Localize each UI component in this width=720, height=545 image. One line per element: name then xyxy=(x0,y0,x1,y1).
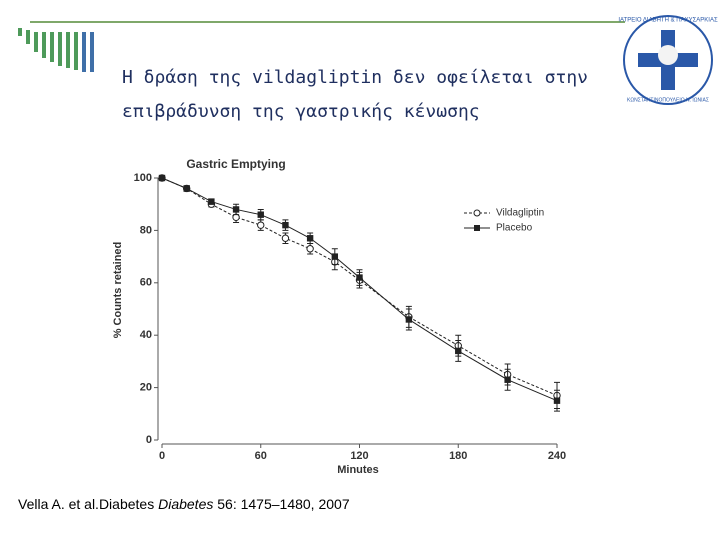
point xyxy=(455,347,462,355)
x-tick-label: 60 xyxy=(255,450,267,462)
citation-part: Vella A. et al.Diabetes xyxy=(18,496,158,512)
logo: ΙΑΤΡΕΙΟ ΔΙΑΒΗΤΗ & ΠΑΧΥΣΑΡΚΙΑΣ ΚΩΝΣΤΑΝΤΙΝ… xyxy=(618,15,718,105)
y-tick-label: 100 xyxy=(134,172,152,184)
point xyxy=(257,211,264,218)
x-tick-label: 120 xyxy=(350,450,368,462)
point xyxy=(281,234,290,242)
citation-part: Diabetes xyxy=(158,496,213,512)
point xyxy=(158,174,166,182)
chart-title: Gastric Emptying xyxy=(186,157,285,171)
y-tick-label: 0 xyxy=(146,434,152,446)
y-tick-label: 40 xyxy=(140,329,152,341)
y-axis-label: % Counts retained xyxy=(112,242,124,339)
citation-part: 56: 1475–1480, 2007 xyxy=(213,496,349,512)
logo-text: ΚΩΝΣΤΑΝΤΙΝΟΠΟΥΛΕΙΟ Ν. ΙΩΝΙΑΣ xyxy=(627,97,709,103)
point xyxy=(232,206,240,213)
point xyxy=(405,316,413,323)
x-tick-label: 180 xyxy=(449,450,467,462)
x-axis-label: Minutes xyxy=(337,464,379,476)
point xyxy=(553,397,561,404)
point xyxy=(208,198,215,205)
y-tick-label: 60 xyxy=(140,277,152,289)
decor-bars xyxy=(18,28,94,72)
legend-label: Placebo xyxy=(496,223,533,234)
point xyxy=(282,221,289,229)
point xyxy=(356,274,363,281)
point xyxy=(183,185,190,192)
point xyxy=(504,376,511,383)
point xyxy=(306,245,314,253)
title-line: επιβράδυνση της γαστρικής κένωσης xyxy=(122,101,480,122)
x-tick-label: 240 xyxy=(548,450,566,462)
y-tick-label: 20 xyxy=(140,382,152,394)
point xyxy=(257,221,265,229)
title-line: Η δράση της vildagliptin δεν οφείλεται σ… xyxy=(122,67,588,88)
y-tick-label: 80 xyxy=(140,224,152,236)
legend-marker xyxy=(473,209,481,217)
point xyxy=(331,253,339,260)
legend-label: Vildagliptin xyxy=(496,208,544,219)
citation: Vella A. et al.Diabetes Diabetes 56: 147… xyxy=(18,496,350,512)
logo-text: ΙΑΤΡΕΙΟ ΔΙΑΒΗΤΗ & ΠΑΧΥΣΑΡΚΙΑΣ xyxy=(618,18,718,24)
legend-marker xyxy=(474,225,480,231)
x-tick-label: 0 xyxy=(159,450,165,462)
point xyxy=(306,235,314,242)
